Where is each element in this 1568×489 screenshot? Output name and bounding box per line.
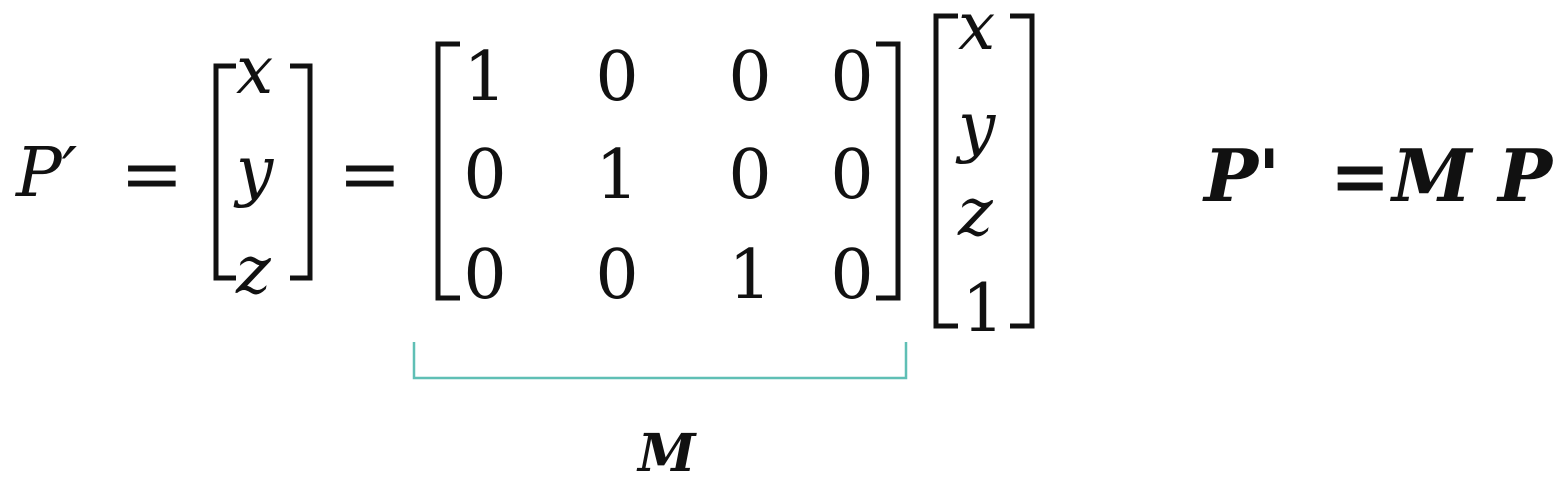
vector-p-left-bracket	[213, 63, 236, 281]
vector-p-z: z	[236, 232, 271, 309]
matrix-cell: 0	[728, 38, 772, 117]
vector-h-z: z	[958, 174, 993, 251]
equals-sign-2: =	[338, 129, 402, 218]
matrix-cell: 1	[728, 236, 772, 315]
compact-m: M	[1392, 133, 1472, 218]
matrix-cell: 1	[463, 38, 507, 117]
compact-p: P	[1498, 133, 1553, 218]
vector-p-x: x	[236, 32, 274, 109]
vector-h-x: x	[958, 0, 996, 65]
equals-sign-1: =	[120, 129, 184, 218]
matrix-cell: 0	[463, 136, 507, 215]
compact-equals: =	[1330, 133, 1391, 218]
vector-h-left-bracket	[933, 13, 958, 329]
matrix-cell: 0	[595, 236, 639, 315]
underbrace-label: M	[638, 423, 696, 484]
compact-p-prime: P'	[1204, 133, 1281, 218]
matrix-cell: 0	[830, 38, 874, 117]
vector-p-right-bracket	[290, 63, 313, 281]
p-prime-label: P′	[16, 134, 78, 213]
matrix-underbrace	[412, 342, 908, 380]
vector-h-right-bracket	[1010, 13, 1035, 329]
matrix-cell: 1	[595, 136, 639, 215]
vector-h-one: 1	[962, 270, 1004, 347]
matrix-right-bracket	[876, 41, 901, 301]
vector-h-y: y	[958, 88, 996, 165]
matrix-left-bracket	[435, 41, 460, 301]
matrix-cell: 0	[463, 236, 507, 315]
matrix-cell: 0	[595, 38, 639, 117]
vector-p-y: y	[236, 132, 274, 209]
matrix-cell: 0	[728, 136, 772, 215]
matrix-cell: 0	[830, 236, 874, 315]
matrix-cell: 0	[830, 136, 874, 215]
